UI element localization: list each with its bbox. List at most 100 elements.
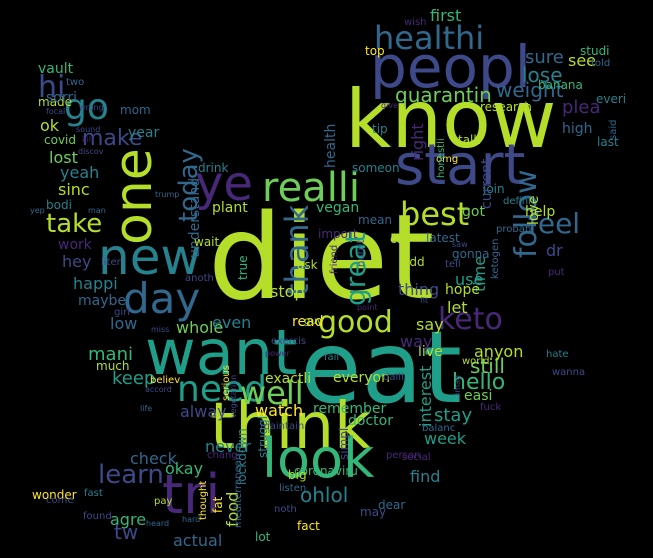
word-omg: omg (436, 154, 459, 165)
word-call: call (390, 232, 411, 246)
word-listen: listen (279, 483, 307, 494)
word-research: research (480, 100, 532, 114)
word-vault: vault (38, 61, 74, 77)
word-heard: heard (146, 519, 170, 528)
word-know: know (345, 73, 557, 166)
word-stop: stop (270, 282, 305, 301)
word-fact: fact (297, 519, 320, 533)
word-health: health (323, 124, 339, 169)
word-mediterranean: mediterranean (233, 454, 244, 529)
word-tip: tip (372, 122, 388, 136)
word-maybe: maybe (78, 293, 127, 309)
word-help: help (525, 204, 556, 220)
word-mani: mani (88, 344, 133, 365)
word-take: take (46, 209, 103, 239)
word-happi: happi (73, 274, 118, 293)
word-mean: mean (358, 213, 393, 227)
word-gonna: gonna (452, 247, 490, 261)
word-dear: dear (378, 498, 406, 512)
word-banana: banana (538, 78, 583, 92)
word-girl: girl (114, 307, 131, 318)
word-yeah: yeah (60, 163, 100, 182)
word-got: got (462, 204, 485, 220)
word-power: power (265, 349, 290, 358)
word-lose: lose (522, 63, 563, 87)
word-day: day (123, 274, 201, 323)
word-agre: agre (110, 510, 147, 529)
word-come: come (46, 495, 74, 506)
word-okay: okay (165, 459, 204, 478)
word-top: top (365, 44, 385, 58)
word-discov: discov (78, 147, 104, 156)
word-weight: weight (496, 78, 564, 102)
word-trump: trump (155, 190, 180, 199)
word-let: let (447, 298, 468, 317)
word-healthi: healthi (374, 19, 485, 57)
word-said: said (608, 120, 619, 141)
word-talk: talk (458, 133, 481, 147)
word-found: found (83, 511, 112, 522)
word-person: person (386, 450, 421, 461)
word-much: much (96, 359, 130, 373)
word-probabl: probabl (496, 224, 534, 235)
word-man: man (88, 206, 106, 215)
word-made: made (38, 95, 73, 109)
word-everyon: everyon (333, 370, 390, 386)
word-good: good (318, 305, 393, 340)
word-tell: tell (445, 259, 461, 270)
word-believ: believ (150, 375, 181, 386)
word-last: last (597, 135, 619, 149)
word-fat: fat (211, 497, 225, 514)
word-wait: wait (194, 235, 220, 249)
word-sorri: sorri (46, 90, 78, 106)
word-tw: tw (114, 520, 139, 544)
word-hey: hey (62, 252, 92, 271)
word-may: may (360, 505, 387, 519)
word-say: say (416, 315, 444, 334)
word-told: told (591, 58, 611, 69)
word-fail: fail (324, 352, 340, 363)
word-keep: keep (112, 368, 156, 389)
word-fuck: fuck (480, 402, 502, 413)
word-kill: kill (82, 135, 94, 144)
word-check: check (130, 449, 177, 468)
word-one: one (104, 148, 164, 245)
word-wrong: wrong (79, 103, 104, 112)
word-ok: ok (40, 116, 60, 135)
word-vegetarian: vegetarian (229, 375, 238, 419)
word-balanc: balanc (422, 423, 456, 434)
word-look: look (262, 427, 375, 490)
word-pay: pay (154, 496, 173, 507)
word-life: life (140, 404, 153, 413)
word-ketogen: ketogen (490, 239, 501, 280)
word-wanna: wanna (552, 367, 586, 378)
word-whole: whole (176, 318, 224, 337)
word-someon: someon (352, 161, 400, 175)
word-eat: eat (300, 309, 463, 426)
word-daili: daili (383, 372, 404, 383)
word-make: make (82, 126, 143, 151)
word-fit: fit (420, 296, 429, 305)
word-wonder: wonder (32, 488, 77, 502)
word-doctor: doctor (348, 413, 393, 429)
word-see: see (568, 51, 597, 70)
word-find: find (410, 467, 441, 486)
word-honestli: honestli (436, 138, 447, 178)
word-want: want (145, 316, 298, 389)
word-saw: saw (452, 240, 468, 249)
word-year: year (128, 125, 160, 141)
word-miss: miss (151, 325, 170, 334)
word-work: work (58, 237, 92, 253)
word-read: read (292, 314, 324, 330)
word-quarantin: quarantin (395, 83, 492, 107)
word-plant: plant (212, 200, 248, 216)
word-thought: thought (198, 481, 209, 521)
word-need: need (177, 369, 267, 410)
word-best: best (400, 195, 470, 233)
word-realli: realli (262, 165, 361, 211)
word-interest: interest (416, 366, 435, 428)
word-nutrit: nutrit (356, 240, 367, 268)
word-social: social (402, 452, 431, 463)
word-alway: alway (180, 402, 227, 421)
word-simpl: simpl (337, 428, 351, 461)
